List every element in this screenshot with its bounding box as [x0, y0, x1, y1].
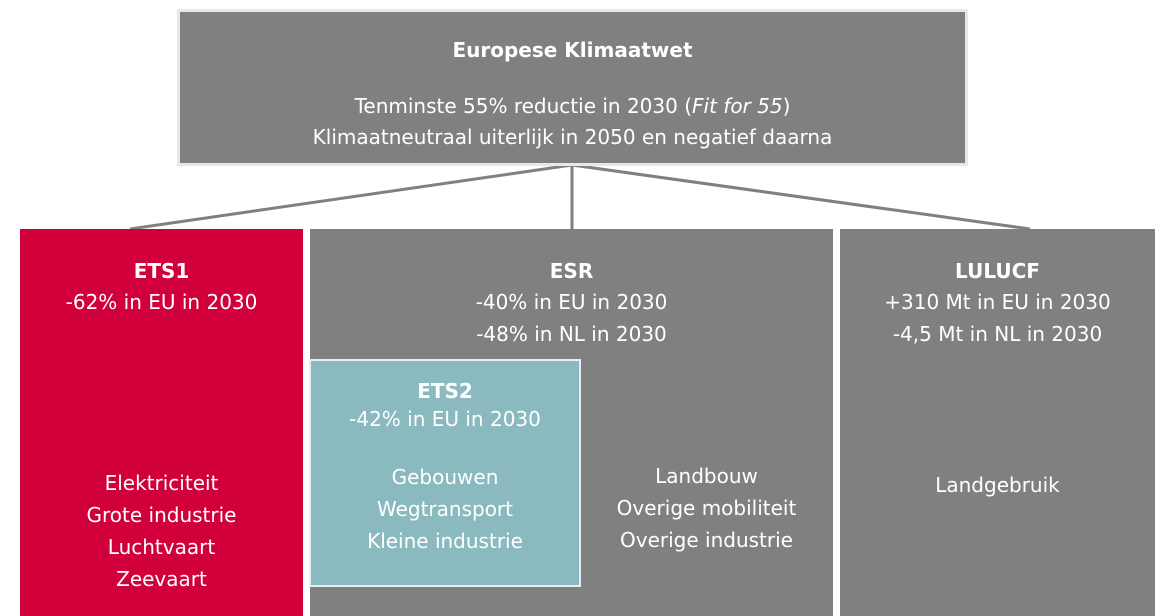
target: -4,5 Mt in NL in 2030 — [892, 322, 1103, 346]
target: +310 Mt in EU in 2030 — [884, 290, 1111, 314]
top-title: Europese Klimaatwet — [180, 34, 965, 66]
connector — [571, 163, 1031, 231]
sector: Grote industrie — [86, 503, 237, 527]
sector: Kleine industrie — [367, 529, 523, 553]
sector: Landbouw — [655, 464, 758, 488]
ets1-box: ETS1 -62% in EU in 2030 Elektriciteit Gr… — [20, 229, 303, 616]
sector: Elektriciteit — [104, 471, 219, 495]
text: ETS2 — [417, 379, 473, 403]
target: -40% in EU in 2030 — [475, 290, 668, 314]
target: -62% in EU in 2030 — [65, 290, 258, 314]
top-line: Klimaatneutraal uiterlijk in 2050 en neg… — [312, 125, 833, 149]
sector: Overige mobiliteit — [616, 496, 797, 520]
sector: Zeevaart — [116, 567, 207, 591]
sector: Gebouwen — [391, 465, 499, 489]
ets2-box: ETS2 -42% in EU in 2030 Gebouwen Wegtran… — [309, 359, 581, 587]
lulucf-box: LULUCF +310 Mt in EU in 2030 -4,5 Mt in … — [840, 229, 1155, 616]
top-line: Tenminste 55% reductie in 2030 (Fit for … — [180, 90, 965, 122]
connector — [129, 163, 573, 231]
text: Europese Klimaatwet — [452, 38, 693, 62]
sector: Wegtransport — [376, 497, 513, 521]
box-title: ETS2 — [311, 375, 579, 407]
box-title: LULUCF — [840, 255, 1155, 287]
box-title: ETS1 — [20, 255, 303, 287]
sector: Overige industrie — [620, 528, 793, 552]
text: LULUCF — [955, 259, 1040, 283]
text: Fit for 55 — [692, 94, 783, 118]
top-box: Europese Klimaatwet Tenminste 55% reduct… — [177, 9, 968, 166]
sector: Luchtvaart — [107, 535, 216, 559]
sector: Landgebruik — [935, 473, 1060, 497]
text: Tenminste 55% reductie in 2030 ( — [354, 94, 693, 118]
text: ) — [782, 94, 791, 118]
target: -42% in EU in 2030 — [349, 407, 541, 431]
text: ESR — [549, 259, 594, 283]
box-title: ESR — [310, 255, 833, 287]
text: ETS1 — [133, 259, 190, 283]
target: -48% in NL in 2030 — [476, 322, 667, 346]
